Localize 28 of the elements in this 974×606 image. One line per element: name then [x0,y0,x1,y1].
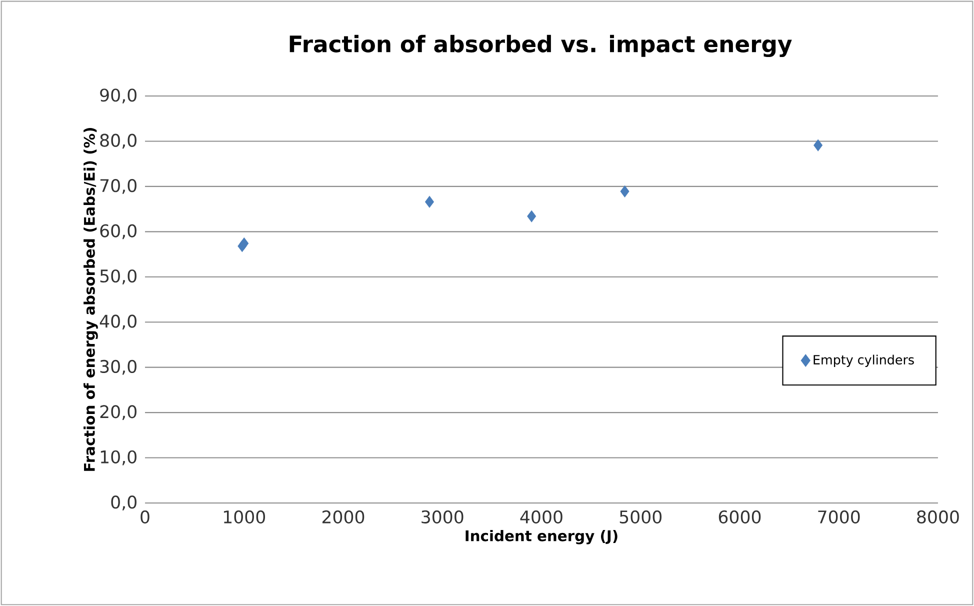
x-tick-label: 7000 [818,510,860,524]
point [240,238,249,250]
y-tick-label: 30,0 [100,360,136,375]
y-tick-label: 20,0 [100,405,136,420]
y-tick-label: 60,0 [100,224,136,240]
y-tick-label: 10,0 [100,450,136,466]
chart-title: Fraction of absorbed vs. impact energy [290,34,792,58]
point [620,186,630,198]
x-tick-label: 1000 [224,510,266,524]
y-axis-title: Fraction of energy absorbed (Eabs/Ei) (%) [84,128,98,471]
point [425,196,434,208]
y-tick-label: 80,0 [100,134,136,149]
x-tick-label: 0 [140,510,150,524]
y-tick-label: 90,0 [100,88,136,104]
y-tick-label: 40,0 [100,314,136,330]
x-tick-label: 5000 [620,510,662,524]
x-tick-label: 3000 [422,510,464,524]
y-tick-label: 50,0 [100,269,136,284]
point [814,139,823,152]
x-tick-label: 4000 [520,510,562,524]
point [527,210,536,222]
y-tick-label: 0,0 [111,496,136,510]
x-axis-title: Incident energy (J) [466,530,618,544]
y-tick-label: 70,0 [100,179,136,194]
x-tick-label: 2000 [322,510,364,524]
x-tick-label: 8000 [917,510,959,524]
x-tick-label: 6000 [718,510,761,524]
legend-label: Empty cylinders [814,354,914,367]
